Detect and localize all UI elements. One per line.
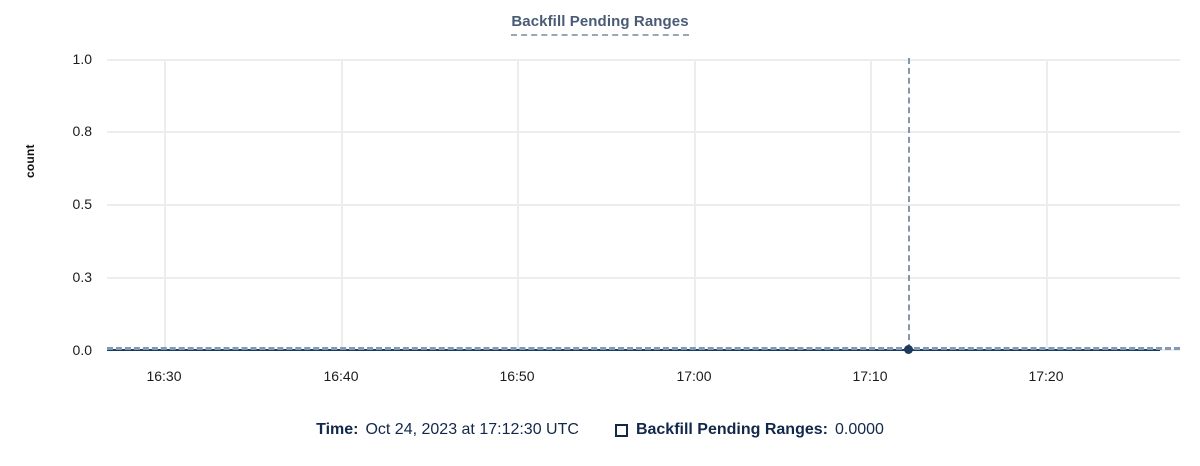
readout-series[interactable]: Backfill Pending Ranges: 0.0000 bbox=[614, 420, 884, 440]
series-line-backfill-pending-ranges bbox=[107, 349, 1160, 351]
plot-area[interactable] bbox=[107, 58, 1180, 354]
cursor-point-marker bbox=[904, 345, 913, 354]
gridline-vertical bbox=[694, 59, 696, 349]
x-tick-label: 17:00 bbox=[676, 368, 712, 384]
hover-readout: Time: Oct 24, 2023 at 17:12:30 UTC Backf… bbox=[0, 420, 1200, 440]
x-tick-label: 17:10 bbox=[852, 368, 888, 384]
y-tick-label: 0.3 bbox=[72, 269, 92, 285]
series-line-dash-overlay bbox=[107, 347, 1180, 350]
gridline-vertical bbox=[341, 59, 343, 349]
gridline-vertical bbox=[1046, 59, 1048, 349]
readout-series-key: Backfill Pending Ranges: bbox=[635, 421, 828, 438]
chart-title: Backfill Pending Ranges bbox=[0, 13, 1200, 36]
x-tick-label: 16:40 bbox=[323, 368, 359, 384]
x-tick-label: 16:50 bbox=[499, 368, 535, 384]
readout-time: Time: Oct 24, 2023 at 17:12:30 UTC bbox=[316, 420, 579, 440]
y-tick-label: 1.0 bbox=[72, 51, 92, 67]
y-tick-label: 0.8 bbox=[72, 123, 92, 139]
gridline-horizontal bbox=[107, 59, 1180, 61]
gridline-vertical bbox=[164, 59, 166, 349]
gridline-horizontal bbox=[107, 131, 1180, 133]
crosshair-vertical-line bbox=[908, 58, 910, 350]
x-tick-label: 17:20 bbox=[1028, 368, 1064, 384]
x-tick-label: 16:30 bbox=[146, 368, 182, 384]
chart-title-text: Backfill Pending Ranges bbox=[511, 13, 689, 36]
gridline-vertical bbox=[870, 59, 872, 349]
legend-swatch-icon[interactable] bbox=[614, 423, 628, 437]
y-tick-label: 0.5 bbox=[72, 196, 92, 212]
readout-time-value: Oct 24, 2023 at 17:12:30 UTC bbox=[365, 421, 579, 438]
y-tick-label: 0.0 bbox=[72, 342, 92, 358]
gridline-horizontal bbox=[107, 204, 1180, 206]
gridline-horizontal bbox=[107, 277, 1180, 279]
y-axis-ticks: 1.0 0.8 0.5 0.3 0.0 bbox=[0, 0, 92, 466]
gridline-vertical bbox=[517, 59, 519, 349]
readout-time-key: Time: bbox=[316, 421, 359, 438]
readout-series-value: 0.0000 bbox=[834, 421, 884, 438]
